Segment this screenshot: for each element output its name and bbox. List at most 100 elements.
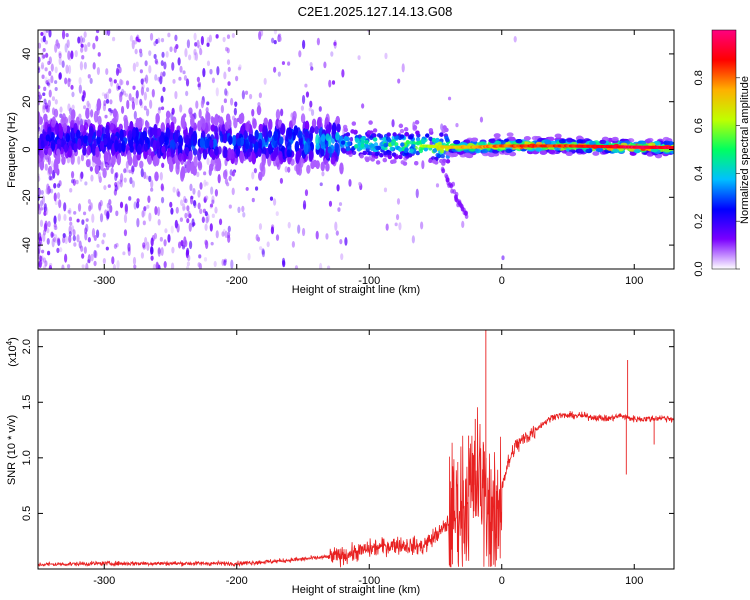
spectrogram-speckle xyxy=(158,106,162,111)
spectrogram-speckle xyxy=(203,198,207,203)
spectrogram-speckle xyxy=(266,241,270,248)
spectrogram-speckle xyxy=(302,200,307,210)
spectrogram-cell xyxy=(566,138,574,143)
spectrogram-cell xyxy=(398,147,403,152)
spectrogram-speckle xyxy=(87,237,91,243)
spectrogram-speckle xyxy=(231,187,235,196)
spectrogram-y-ticks: -40 -20 0 20 40 xyxy=(21,48,674,253)
spectrogram-cell xyxy=(50,138,56,151)
spectrogram-cell xyxy=(391,141,396,146)
spectrogram-cell xyxy=(453,139,461,145)
colorbar-tick-label: 0.4 xyxy=(693,166,705,181)
spectrogram-speckle xyxy=(301,94,306,105)
spectrogram-speckle xyxy=(203,179,207,187)
spectrogram-speckle xyxy=(87,199,92,204)
y-tick-label: -40 xyxy=(21,237,33,253)
spectrogram-speckle xyxy=(122,251,126,256)
spectrogram-speckle xyxy=(38,176,41,182)
spectrogram-speckle xyxy=(141,83,145,90)
spectrogram-speckle xyxy=(206,101,210,106)
spectrogram-speckle xyxy=(78,84,82,94)
spectrogram-speckle xyxy=(71,91,75,98)
spectrogram-speckle xyxy=(68,216,73,222)
spectrogram-speckle xyxy=(321,171,325,177)
spectrogram-cell xyxy=(116,153,122,166)
spectrogram-speckle xyxy=(127,242,131,252)
spectrogram-speckle xyxy=(87,259,91,264)
spectrogram-speckle xyxy=(59,113,63,119)
spectrogram-speckle xyxy=(119,179,123,188)
spectrogram-speckle xyxy=(102,232,106,238)
spectrogram-speckle xyxy=(93,234,97,241)
spectrogram-cell xyxy=(295,161,301,175)
spectrogram-speckle xyxy=(97,52,101,57)
spectrogram-speckle xyxy=(174,90,178,100)
spectrogram-cell xyxy=(202,147,208,160)
spectrogram-cell xyxy=(102,167,107,179)
spectrogram-speckle xyxy=(226,34,231,40)
spectrogram-cell xyxy=(95,146,100,158)
spectrogram-speckle xyxy=(66,39,70,49)
spectrogram-cell xyxy=(45,134,51,142)
spectrogram-cell xyxy=(374,151,380,157)
spectrogram-cell xyxy=(190,115,195,128)
spectrogram-speckle xyxy=(42,229,47,236)
spectrogram-speckle xyxy=(49,262,53,268)
spectrogram-speckle xyxy=(185,90,189,97)
spectrogram-speckle xyxy=(58,56,62,66)
spectrogram-cell xyxy=(159,137,165,145)
spectrogram-cell xyxy=(65,132,70,143)
spectrogram-cell xyxy=(481,148,489,154)
spectrogram-speckle xyxy=(163,239,167,247)
spectrogram-speckle xyxy=(197,83,201,88)
spectrogram-cell xyxy=(275,109,281,120)
spectrogram-cell xyxy=(165,110,171,119)
spectrogram-cell xyxy=(399,134,405,139)
spectrogram-speckle xyxy=(54,86,58,92)
spectrogram-speckle xyxy=(115,67,120,76)
spectrogram-cell xyxy=(418,148,424,154)
spectrogram-speckle xyxy=(129,177,133,185)
spectrogram-cell xyxy=(236,137,242,147)
spectrogram-speckle xyxy=(108,77,113,82)
spectrogram-speckle xyxy=(215,34,219,39)
spectrogram-cell xyxy=(180,115,186,129)
spectrogram-speckle xyxy=(38,56,41,63)
spectrogram-speckle xyxy=(211,199,215,205)
spectrogram-cell xyxy=(408,135,414,140)
spectrogram-cell xyxy=(415,130,420,135)
spectrogram-cell xyxy=(291,115,296,126)
spectrogram-speckle xyxy=(104,30,109,36)
spectrogram-ridge-cell xyxy=(670,145,674,150)
spectrogram-speckle xyxy=(41,195,45,205)
spectrogram-speckle xyxy=(47,155,51,166)
spectrogram-cell xyxy=(228,135,233,145)
spectrogram-speckle xyxy=(52,237,57,243)
spectrogram-speckle xyxy=(170,262,175,269)
spectrogram-cell xyxy=(178,152,183,162)
spectrogram-cell xyxy=(210,124,216,132)
spectrogram-cell xyxy=(131,127,137,139)
spectrogram-cell xyxy=(612,148,620,153)
spectrogram-tail-cell xyxy=(463,210,468,216)
spectrogram-cell xyxy=(188,107,193,115)
spectrogram-speckle xyxy=(38,95,41,102)
spectrogram-speckle xyxy=(192,199,197,207)
spectrogram-cell xyxy=(423,146,429,152)
spectrogram-speckle xyxy=(179,65,183,73)
spectrogram-speckle xyxy=(161,162,165,169)
spectrogram-cell xyxy=(188,150,193,162)
spectrogram-speckle xyxy=(55,39,59,47)
spectrogram-cell xyxy=(400,142,405,147)
spectrogram-speckle xyxy=(310,109,315,116)
x-tick-label: -100 xyxy=(358,275,380,287)
spectrogram-speckle xyxy=(133,39,137,45)
spectrogram-cell xyxy=(94,164,100,175)
spectrogram-speckle xyxy=(131,165,135,173)
spectrogram-speckle xyxy=(259,246,263,251)
spectrogram-cell xyxy=(340,140,346,145)
spectrogram-cell xyxy=(262,125,267,138)
spectrogram-cell xyxy=(412,125,418,130)
spectrogram-speckle xyxy=(107,206,111,213)
